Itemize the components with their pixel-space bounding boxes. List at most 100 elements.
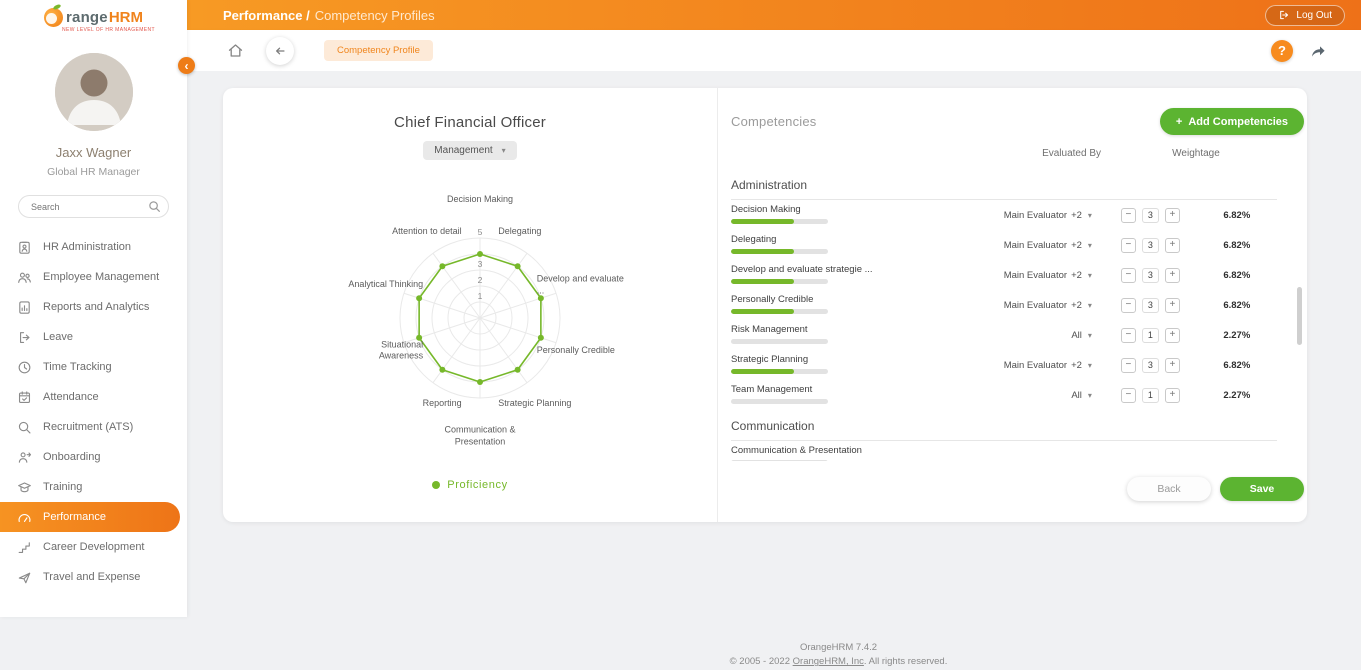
sidebar-item-label: Training	[43, 481, 83, 493]
sidebar-item-time-tracking[interactable]: Time Tracking	[0, 352, 187, 382]
sidebar-item-reports-and-analytics[interactable]: Reports and Analytics	[0, 292, 187, 322]
weight-percent: 6.82%	[1223, 299, 1251, 311]
app-version: OrangeHRM 7.4.2	[799, 642, 878, 653]
sidebar-item-label: Employee Management	[43, 271, 160, 283]
orangehrm-link[interactable]: OrangeHRM, Inc	[792, 656, 864, 668]
search-icon	[148, 200, 161, 213]
hr-administration-icon	[17, 240, 32, 255]
sidebar-item-attendance[interactable]: Attendance	[0, 382, 187, 412]
tab-competency-profile[interactable]: Competency Profile	[324, 40, 433, 61]
recruitment-icon	[17, 420, 32, 435]
radar-axis-label: Communication & Presentation	[444, 424, 516, 446]
weight-decrease-button[interactable]: −	[1120, 297, 1136, 313]
weight-decrease-button[interactable]: −	[1120, 327, 1136, 343]
weight-value: 3	[1141, 357, 1159, 373]
weight-decrease-button[interactable]: −	[1120, 387, 1136, 403]
weight-value: 3	[1141, 207, 1159, 223]
sidebar-item-label: Attendance	[43, 391, 99, 403]
brand-text: range	[65, 9, 108, 26]
sidebar-item-travel-and-expense[interactable]: Travel and Expense	[0, 562, 187, 592]
avatar-image	[54, 53, 133, 131]
category-dropdown[interactable]: Management ▾	[423, 141, 517, 160]
evaluated-by-dropdown[interactable]: All ▾	[960, 330, 1092, 341]
weight-decrease-button[interactable]: −	[1120, 207, 1136, 223]
evaluated-by-value: Main Evaluator	[1003, 299, 1068, 311]
sidebar-item-training[interactable]: Training	[0, 472, 187, 502]
evaluated-by-value: Main Evaluator	[1003, 359, 1068, 371]
save-button[interactable]: Save	[1220, 477, 1304, 501]
sidebar-item-performance[interactable]: Performance	[0, 502, 180, 532]
travel-expense-icon	[17, 570, 32, 585]
sidebar-collapse-button[interactable]: ‹	[178, 57, 195, 74]
weight-increase-button[interactable]: +	[1164, 297, 1180, 313]
sidebar-item-label: Leave	[43, 331, 73, 343]
evaluated-by-dropdown[interactable]: Main Evaluator +2 ▾	[960, 300, 1092, 311]
weight-value: 3	[1141, 237, 1159, 253]
share-button[interactable]	[1309, 43, 1327, 59]
job-title: Chief Financial Officer	[394, 114, 546, 131]
chevron-down-icon: ▾	[1087, 330, 1092, 340]
weight-increase-button[interactable]: +	[1164, 207, 1180, 223]
evaluated-by-extra-count: +2	[1071, 299, 1082, 311]
user-name: Jaxx Wagner	[55, 145, 132, 160]
competency-name: Risk Management	[731, 324, 808, 335]
chevron-down-icon: ▾	[1087, 270, 1092, 280]
weight-value: 1	[1141, 327, 1159, 343]
competency-level-bar	[731, 219, 828, 224]
top-header: Performance / Competency Profiles Log Ou…	[187, 0, 1361, 30]
profile-photo[interactable]	[54, 53, 133, 131]
radar-svg: 1 2 3 5	[399, 227, 561, 399]
radar-axis-label: Decision Making	[446, 194, 514, 205]
home-icon[interactable]	[227, 42, 244, 59]
radar-chart: 1 2 3 5 Decision Making Delegating Develop an…	[285, 173, 675, 463]
back-button[interactable]: Back	[1127, 477, 1211, 501]
search-input[interactable]	[18, 195, 169, 218]
weight-value: 1	[1141, 387, 1159, 403]
back-navigation-button[interactable]	[266, 36, 294, 65]
sidebar-item-employee-management[interactable]: Employee Management	[0, 262, 187, 292]
weight-increase-button[interactable]: +	[1164, 387, 1180, 403]
add-competencies-button[interactable]: + Add Competencies	[1159, 108, 1304, 135]
brand-text-hrm: HRM	[108, 9, 144, 26]
weight-increase-button[interactable]: +	[1164, 327, 1180, 343]
help-icon: ?	[1278, 43, 1286, 58]
sidebar-item-label: HR Administration	[43, 241, 132, 253]
competency-name: Personally Credible	[731, 294, 814, 305]
evaluated-by-dropdown[interactable]: Main Evaluator +2 ▾	[960, 210, 1092, 221]
competency-row: Strategic Planning Main Evaluator +2 ▾ −3 +6.…	[731, 350, 1277, 380]
evaluated-by-dropdown[interactable]: All ▾	[960, 390, 1092, 401]
sidebar-item-recruitment-ats[interactable]: Recruitment (ATS)	[0, 412, 187, 442]
chevron-down-icon: ▾	[1087, 390, 1092, 400]
weight-increase-button[interactable]: +	[1164, 357, 1180, 373]
competency-row: Personally Credible Main Evaluator +2 ▾ −3 +6…	[731, 290, 1277, 320]
weight-increase-button[interactable]: +	[1164, 267, 1180, 283]
sidebar-item-hr-administration[interactable]: HR Administration	[0, 232, 187, 262]
sidebar-item-onboarding[interactable]: Onboarding	[0, 442, 187, 472]
onboarding-icon	[17, 450, 32, 465]
competency-row: Risk Management All ▾ −1 +2.27%	[731, 320, 1277, 350]
competency-name: Strategic Planning	[731, 354, 809, 365]
chevron-down-icon: ▾	[1087, 240, 1092, 250]
weight-decrease-button[interactable]: −	[1120, 357, 1136, 373]
sidebar-item-career-development[interactable]: Career Development	[0, 532, 187, 562]
weight-increase-button[interactable]: +	[1164, 237, 1180, 253]
legend-label: Proficiency	[447, 479, 508, 491]
evaluated-by-dropdown[interactable]: Main Evaluator +2 ▾	[960, 360, 1092, 371]
competency-level-bar	[731, 339, 828, 344]
logout-button[interactable]: Log Out	[1265, 4, 1345, 26]
competency-level-bar	[731, 249, 828, 254]
sidebar-item-label: Travel and Expense	[43, 571, 141, 583]
help-button[interactable]: ?	[1271, 39, 1293, 62]
chart-legend: Proficiency	[223, 479, 717, 491]
weight-decrease-button[interactable]: −	[1120, 237, 1136, 253]
evaluated-by-dropdown[interactable]: Main Evaluator +2 ▾	[960, 240, 1092, 251]
list-scrollbar-thumb[interactable]	[1297, 287, 1302, 345]
competency-level-bar	[731, 369, 828, 374]
evaluated-by-dropdown[interactable]: Main Evaluator +2 ▾	[960, 270, 1092, 281]
chevron-down-icon: ▾	[501, 146, 506, 155]
evaluated-by-value: All	[1071, 329, 1082, 341]
plus-icon: +	[1175, 115, 1183, 128]
weight-decrease-button[interactable]: −	[1120, 267, 1136, 283]
sidebar-item-leave[interactable]: Leave	[0, 322, 187, 352]
competencies-panel: Competencies + Add Competencies Evaluate…	[717, 88, 1307, 522]
